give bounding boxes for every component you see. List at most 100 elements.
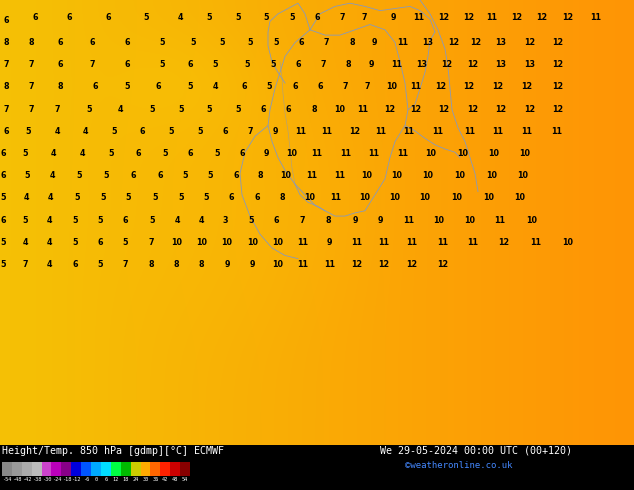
Text: 12: 12 xyxy=(378,260,389,269)
Text: 6: 6 xyxy=(229,194,234,202)
Text: 5: 5 xyxy=(245,60,250,69)
Text: 10: 10 xyxy=(519,149,531,158)
Text: 6: 6 xyxy=(318,82,323,91)
Text: 12: 12 xyxy=(441,60,453,69)
Text: 7: 7 xyxy=(89,60,94,69)
Text: 36: 36 xyxy=(152,477,158,482)
Text: 12: 12 xyxy=(448,38,459,47)
Text: 11: 11 xyxy=(297,260,309,269)
Text: 7: 7 xyxy=(299,216,304,225)
Text: 8: 8 xyxy=(349,38,354,47)
Text: 5: 5 xyxy=(162,149,167,158)
Bar xyxy=(51,462,61,476)
Text: 10: 10 xyxy=(359,194,370,202)
Text: 12: 12 xyxy=(435,82,446,91)
Text: 12: 12 xyxy=(437,260,448,269)
Text: 6: 6 xyxy=(299,38,304,47)
Text: 6: 6 xyxy=(136,149,141,158)
Text: 6: 6 xyxy=(58,38,63,47)
Text: 12: 12 xyxy=(524,104,535,114)
Text: 5: 5 xyxy=(150,104,155,114)
Text: 5: 5 xyxy=(98,216,103,225)
Text: -18: -18 xyxy=(61,477,71,482)
Text: 5: 5 xyxy=(124,82,129,91)
Text: 6: 6 xyxy=(242,82,247,91)
Text: 6: 6 xyxy=(58,60,63,69)
Text: 11: 11 xyxy=(406,238,418,247)
Text: 10: 10 xyxy=(419,194,430,202)
Text: 30: 30 xyxy=(143,477,148,482)
Text: 10: 10 xyxy=(514,194,526,202)
Text: -24: -24 xyxy=(52,477,61,482)
Text: 10: 10 xyxy=(196,238,207,247)
Text: 13: 13 xyxy=(422,38,434,47)
Bar xyxy=(22,462,32,476)
Text: 6: 6 xyxy=(292,82,297,91)
Text: -54: -54 xyxy=(3,477,11,482)
Text: 6: 6 xyxy=(254,194,259,202)
Text: 12: 12 xyxy=(536,13,548,23)
Text: 12: 12 xyxy=(467,104,478,114)
Text: 6: 6 xyxy=(295,60,301,69)
Text: 5: 5 xyxy=(204,194,209,202)
Text: 6: 6 xyxy=(67,13,72,23)
Bar xyxy=(120,462,131,476)
Text: 7: 7 xyxy=(23,260,28,269)
Text: 8: 8 xyxy=(4,82,9,91)
Text: 10: 10 xyxy=(457,149,469,158)
Text: 4: 4 xyxy=(199,216,204,225)
Text: 11: 11 xyxy=(492,127,503,136)
Text: 5: 5 xyxy=(264,13,269,23)
Text: 4: 4 xyxy=(47,238,52,247)
Text: 4: 4 xyxy=(118,104,123,114)
Bar xyxy=(42,462,51,476)
Text: 11: 11 xyxy=(486,13,497,23)
Text: 4: 4 xyxy=(213,82,218,91)
Text: 5: 5 xyxy=(1,238,6,247)
Text: 10: 10 xyxy=(280,171,291,180)
Text: 10: 10 xyxy=(482,194,494,202)
Text: 4: 4 xyxy=(175,216,180,225)
Text: 5: 5 xyxy=(289,13,294,23)
Text: 5: 5 xyxy=(213,60,218,69)
Text: 11: 11 xyxy=(378,238,389,247)
Text: 5: 5 xyxy=(26,127,31,136)
Text: 11: 11 xyxy=(297,238,309,247)
Text: 12: 12 xyxy=(498,238,510,247)
Text: 5: 5 xyxy=(159,60,164,69)
Text: 11: 11 xyxy=(467,238,478,247)
Text: 10: 10 xyxy=(304,194,315,202)
Text: 6: 6 xyxy=(98,238,103,247)
Text: 9: 9 xyxy=(264,149,269,158)
Text: 0: 0 xyxy=(94,477,98,482)
Text: 4: 4 xyxy=(24,194,29,202)
Text: -6: -6 xyxy=(83,477,89,482)
Text: 9: 9 xyxy=(378,216,383,225)
Text: 5: 5 xyxy=(197,127,202,136)
Text: 5: 5 xyxy=(1,194,6,202)
Text: 11: 11 xyxy=(403,127,415,136)
Text: -48: -48 xyxy=(12,477,22,482)
Text: 6: 6 xyxy=(105,477,107,482)
Text: 11: 11 xyxy=(306,171,318,180)
Text: 6: 6 xyxy=(274,216,279,225)
Text: 10: 10 xyxy=(488,149,499,158)
Text: 5: 5 xyxy=(126,194,131,202)
Text: 7: 7 xyxy=(123,260,128,269)
Text: 48: 48 xyxy=(172,477,178,482)
Text: 7: 7 xyxy=(343,82,348,91)
Text: 10: 10 xyxy=(361,171,372,180)
Text: 12: 12 xyxy=(438,13,450,23)
Text: 5: 5 xyxy=(178,104,183,114)
Bar xyxy=(32,462,42,476)
Text: 7: 7 xyxy=(29,104,34,114)
Text: 7: 7 xyxy=(365,82,370,91)
Text: 6: 6 xyxy=(1,171,6,180)
Text: 12: 12 xyxy=(552,38,564,47)
Text: 11: 11 xyxy=(321,127,332,136)
Bar xyxy=(101,462,111,476)
Bar xyxy=(141,462,150,476)
Text: 11: 11 xyxy=(391,60,402,69)
Text: 10: 10 xyxy=(221,238,233,247)
Text: 12: 12 xyxy=(463,13,475,23)
